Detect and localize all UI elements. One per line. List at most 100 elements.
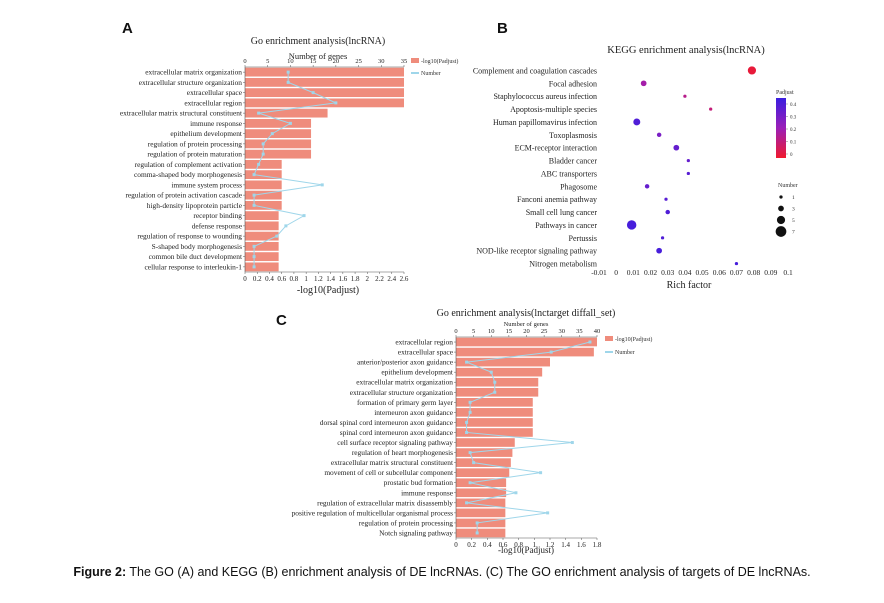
panel-a-legend-bar-label: -log10(Padjust) <box>421 58 458 65</box>
bar <box>245 149 312 159</box>
bar <box>456 418 533 427</box>
x-tick-label: 0.8 <box>290 275 299 283</box>
pathway-label: Bladder cancer <box>549 157 598 166</box>
category-label: regulation of response to wounding <box>137 232 242 241</box>
panel-c-go-chart: C Go enrichment analysis(lnctarget diffa… <box>276 308 652 555</box>
category-label: extracellular matrix organization <box>145 68 242 77</box>
pathway-label: Fanconi anemia pathway <box>517 195 597 204</box>
bar <box>456 448 513 457</box>
bar <box>456 367 543 377</box>
bar <box>245 118 312 128</box>
bar <box>456 488 507 498</box>
pathway-point <box>656 132 662 138</box>
category-label: regulation of complement activation <box>135 160 243 169</box>
category-label: extracellular region <box>184 98 242 107</box>
panel-a-x-axis-label: -log10(Padjust) <box>297 285 359 296</box>
category-label: Notch signaling pathway <box>379 528 453 537</box>
category-label: regulation of heart morphogenesis <box>352 448 453 457</box>
bar <box>245 252 279 262</box>
category-label: formation of primary germ layer <box>357 398 454 407</box>
category-label: prostatic bud formation <box>384 478 454 487</box>
x-tick-label: 0.4 <box>483 541 492 549</box>
panel-b-plot: Complement and coagulation cascades Focal… <box>473 66 793 277</box>
x-tick-label: 1.6 <box>577 541 586 549</box>
number-series-point <box>252 244 256 248</box>
top-tick-label: 10 <box>488 328 495 335</box>
x-tick-label: 0.6 <box>499 541 508 549</box>
number-series-point <box>252 265 256 269</box>
number-legend-title: Number <box>778 183 798 189</box>
number-legend-dot <box>776 215 786 225</box>
x-tick-label: 2.6 <box>400 275 409 283</box>
category-label: dorsal spinal cord interneuron axon guid… <box>320 418 454 427</box>
number-series-point <box>275 234 279 238</box>
number-series-point <box>302 214 306 218</box>
bar <box>456 468 510 477</box>
pathway-point <box>664 197 668 201</box>
bar <box>245 211 279 221</box>
bar <box>245 231 279 241</box>
category-label: spinal cord interneuron axon guidance <box>340 428 454 437</box>
bar <box>456 528 506 538</box>
category-label: defense response <box>192 221 243 230</box>
bar <box>245 159 282 169</box>
panel-b-kegg-chart: B KEGG enrichment analysis(lncRNA) Rich … <box>473 20 798 291</box>
padjust-tick-label: 0 <box>790 153 793 158</box>
panel-c-x-axis-label: -log10(Padjust) <box>498 545 554 555</box>
pathway-point <box>673 144 680 151</box>
category-label: cell surface receptor signaling pathway <box>337 438 453 447</box>
number-series-point <box>493 380 497 384</box>
x-tick-label: 0.2 <box>253 275 262 283</box>
category-label: extracellular structure organization <box>139 78 243 87</box>
x-tick-label: 0 <box>454 541 458 549</box>
bar <box>456 377 539 387</box>
number-series-point <box>493 390 497 394</box>
x-tick-label: 0.03 <box>661 268 674 277</box>
top-tick-label: 35 <box>576 328 583 335</box>
x-tick-label: 0.4 <box>265 275 274 283</box>
category-label: regulation of protein processing <box>148 139 243 148</box>
category-label: extracellular region <box>395 338 453 347</box>
top-tick-label: 10 <box>287 58 294 65</box>
category-label: extracellular structure organization <box>350 388 454 397</box>
padjust-legend-title: Padjust <box>776 90 794 96</box>
top-tick-label: 20 <box>523 328 530 335</box>
number-legend-dot <box>775 226 787 237</box>
category-label: regulation of protein maturation <box>147 150 242 159</box>
x-tick-label: 0.1 <box>783 268 793 277</box>
panel-c-legend-bar-swatch <box>605 336 613 341</box>
number-series-line <box>466 341 591 533</box>
caption-text: The GO (A) and KEGG (B) enrichment analy… <box>126 565 811 579</box>
pathway-label: Small cell lung cancer <box>526 208 598 217</box>
category-label: movement of cell or subcellular componen… <box>324 468 454 477</box>
top-tick-label: 15 <box>506 328 513 335</box>
top-tick-label: 0 <box>243 58 246 65</box>
pathway-point <box>626 220 637 230</box>
caption-lead: Figure 2: <box>73 565 127 579</box>
x-tick-label: 0.08 <box>747 268 760 277</box>
pathway-label: Human papillomavirus infection <box>493 118 597 127</box>
top-tick-label: 30 <box>559 328 566 335</box>
category-label: high-density lipoprotein particle <box>147 201 243 210</box>
bar <box>456 408 533 417</box>
number-series-point <box>252 193 256 197</box>
bar <box>456 398 533 407</box>
panel-c-top-axis-label: Number of genes <box>504 321 549 328</box>
bar <box>456 428 533 437</box>
bar <box>245 221 279 231</box>
pathway-point <box>686 158 690 163</box>
number-series-point <box>284 224 288 228</box>
number-series-point <box>468 451 472 455</box>
panel-a-title: Go enrichment analysis(lncRNA) <box>251 36 385 47</box>
bar <box>245 262 279 272</box>
x-tick-label: 0.02 <box>644 268 657 277</box>
number-series-point <box>311 91 315 95</box>
x-tick-label: 0.05 <box>696 268 709 277</box>
category-label: epithelium development <box>170 129 243 138</box>
x-tick-label: 1.2 <box>546 541 555 549</box>
top-tick-label: 5 <box>266 58 269 65</box>
category-label: extracellular matrix organization <box>356 378 453 387</box>
number-series-point <box>288 121 292 125</box>
number-series-point <box>588 340 592 344</box>
